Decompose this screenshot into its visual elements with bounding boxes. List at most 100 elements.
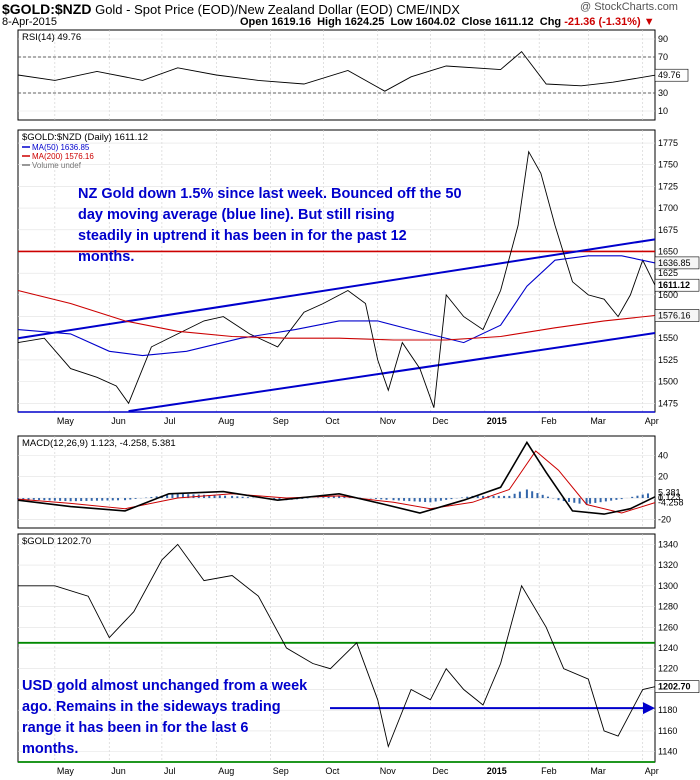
macd-signal-line bbox=[17, 450, 656, 514]
macd-histogram-bar bbox=[332, 496, 335, 499]
macd-histogram-bar bbox=[64, 498, 67, 502]
macd-histogram-bar bbox=[166, 495, 169, 499]
y-tick-label: 1260 bbox=[658, 622, 678, 632]
price-value-box bbox=[654, 309, 700, 322]
y-tick-label: 1340 bbox=[658, 539, 678, 549]
macd-histogram-bar bbox=[385, 498, 388, 500]
x-month-label: 2015 bbox=[487, 766, 507, 776]
macd-histogram-bar bbox=[392, 498, 395, 501]
y-tick-label: 1700 bbox=[658, 203, 678, 213]
macd-value-label: 1.123 bbox=[658, 492, 681, 502]
macd-histogram-bar bbox=[171, 494, 174, 499]
macd-histogram-bar bbox=[525, 489, 528, 499]
macd-histogram-bar bbox=[32, 498, 35, 500]
macd-histogram-bar bbox=[466, 496, 469, 499]
panel-frame-2 bbox=[17, 435, 656, 529]
high-label: High bbox=[317, 16, 342, 28]
exchange: CME/INDX bbox=[396, 2, 460, 17]
macd-histogram-bar bbox=[218, 495, 221, 499]
macd-histogram-bar bbox=[301, 498, 304, 499]
macd-histogram-bar bbox=[573, 498, 576, 503]
macd-histogram-bar bbox=[397, 498, 400, 501]
x-month-label: Feb bbox=[541, 416, 557, 426]
legend-entry: MA(50) 1636.85 bbox=[32, 143, 90, 152]
macd-histogram-bar bbox=[192, 494, 195, 499]
chart-date: 8-Apr-2015 bbox=[2, 16, 58, 28]
y-tick-label: 1300 bbox=[658, 581, 678, 591]
macd-histogram-bar bbox=[111, 498, 114, 501]
macd-histogram-bar bbox=[450, 498, 453, 500]
macd-histogram-bar bbox=[599, 498, 602, 503]
macd-histogram-bar bbox=[585, 498, 588, 505]
y-tick-label: 1475 bbox=[658, 398, 678, 408]
macd-histogram-bar bbox=[213, 495, 216, 499]
close-value: 1611.12 bbox=[494, 16, 534, 28]
y-tick-label: 1650 bbox=[658, 246, 678, 256]
y-tick-label: 20 bbox=[658, 472, 668, 482]
price-value-label: 1636.85 bbox=[658, 258, 691, 268]
macd-line bbox=[17, 440, 656, 515]
macd-histogram-bar bbox=[408, 498, 411, 502]
y-tick-label: 1550 bbox=[658, 333, 678, 343]
trend-channel-upper bbox=[17, 238, 656, 340]
macd-histogram-bar bbox=[439, 498, 442, 501]
macd-histogram-bar bbox=[641, 494, 644, 499]
y-tick-label: 1525 bbox=[658, 355, 678, 365]
macd-histogram-bar bbox=[338, 495, 341, 499]
macd-histogram-bar bbox=[380, 498, 383, 500]
macd-histogram-bar bbox=[482, 495, 485, 499]
macd-histogram-bar bbox=[631, 496, 634, 499]
macd-histogram-bar bbox=[134, 498, 137, 499]
macd-histogram-bar bbox=[129, 498, 132, 500]
y-tick-label: 1750 bbox=[658, 160, 678, 170]
gold-value-label: 1202.70 bbox=[658, 682, 691, 692]
macd-histogram-bar bbox=[476, 495, 479, 499]
price-value-label: 1611.12 bbox=[658, 280, 690, 290]
price-value-box bbox=[654, 278, 700, 292]
macd-histogram-bar bbox=[273, 498, 276, 500]
y-tick-label: 70 bbox=[658, 52, 668, 62]
macd-histogram-bar bbox=[278, 498, 281, 500]
macd-histogram-bar bbox=[531, 491, 534, 499]
macd-histogram-bar bbox=[27, 498, 30, 500]
macd-histogram-bar bbox=[85, 498, 88, 501]
macd-histogram-bar bbox=[513, 493, 516, 499]
macd-histogram-bar bbox=[492, 495, 495, 499]
symbol: $GOLD:$NZD bbox=[2, 1, 92, 17]
usd-annotation: USD gold almost unchanged from a week ago… bbox=[22, 678, 308, 757]
x-month-label: Nov bbox=[380, 766, 397, 776]
macd-histogram-bar bbox=[434, 498, 437, 502]
stockcharts-watermark: @ StockCharts.com bbox=[580, 1, 678, 13]
panel-title: $GOLD 1202.70 bbox=[22, 536, 91, 547]
y-tick-label: 1280 bbox=[658, 602, 678, 612]
macd-histogram-bar bbox=[43, 498, 46, 501]
x-month-label: Dec bbox=[432, 416, 449, 426]
macd-histogram-bar bbox=[101, 498, 104, 501]
gold-value-box bbox=[654, 680, 700, 693]
symbol-description: Gold - Spot Price (EOD)/New Zealand Doll… bbox=[95, 2, 393, 17]
macd-histogram-bar bbox=[90, 498, 93, 501]
macd-histogram-bar bbox=[117, 498, 120, 501]
macd-histogram-bar bbox=[155, 496, 158, 499]
macd-histogram-bar bbox=[236, 496, 239, 499]
open-value: 1619.16 bbox=[271, 16, 311, 28]
macd-histogram-bar bbox=[176, 493, 179, 499]
y-tick-label: 1625 bbox=[658, 268, 678, 278]
macd-histogram-bar bbox=[562, 498, 565, 502]
x-month-label: Jul bbox=[164, 766, 176, 776]
x-month-label: Jun bbox=[111, 766, 126, 776]
x-month-label: Feb bbox=[541, 766, 557, 776]
macd-histogram-bar bbox=[518, 491, 521, 499]
ma200-line bbox=[17, 289, 656, 341]
y-tick-label: -20 bbox=[658, 514, 671, 524]
ohlc-summary: Open 1619.16 High 1624.25 Low 1604.02 Cl… bbox=[240, 16, 655, 28]
y-tick-label: 40 bbox=[658, 450, 668, 460]
macd-histogram-bar bbox=[445, 498, 448, 500]
x-month-label: Sep bbox=[273, 766, 289, 776]
macd-histogram-bar bbox=[503, 495, 506, 499]
open-label: Open bbox=[240, 16, 269, 28]
y-tick-label: 1180 bbox=[658, 705, 677, 715]
y-tick-label: 1140 bbox=[658, 747, 677, 757]
macd-histogram-bar bbox=[497, 495, 500, 499]
